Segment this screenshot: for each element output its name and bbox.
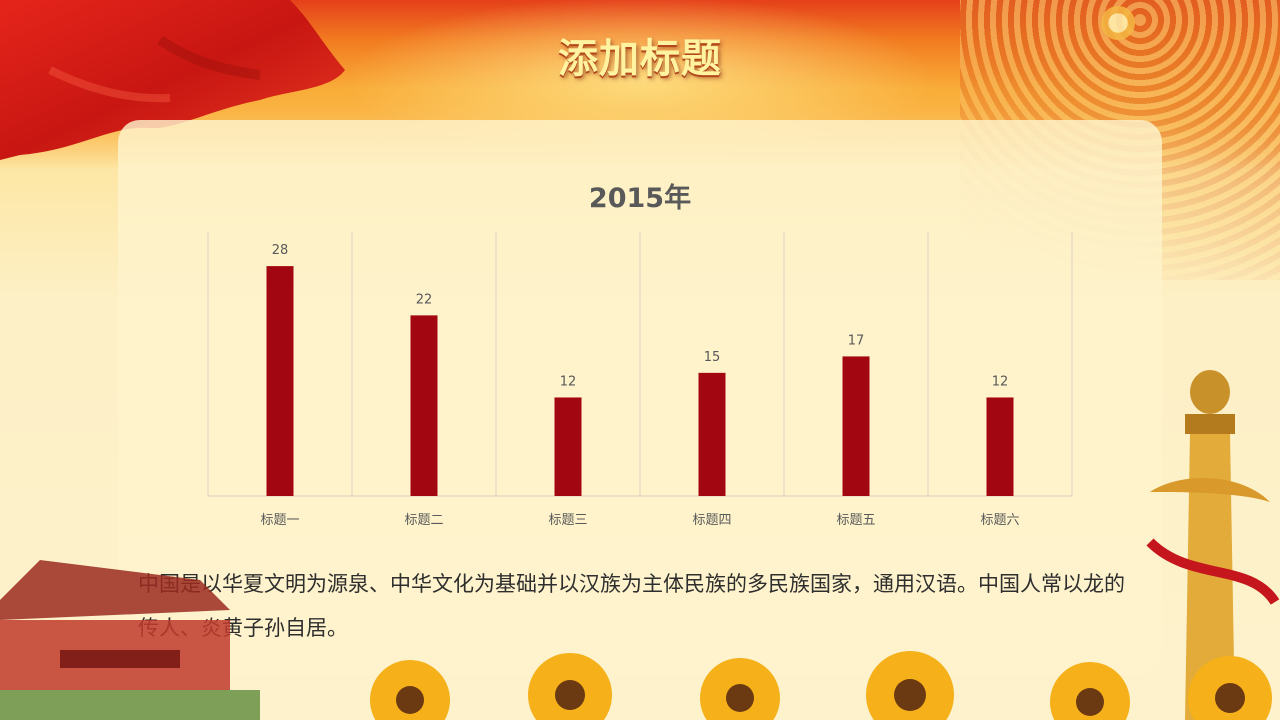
x-tick-label: 标题六 bbox=[980, 513, 1019, 528]
tiananmen-gate-decoration bbox=[0, 560, 260, 720]
data-label: 28 bbox=[272, 243, 289, 258]
chart-title: 2015年 bbox=[588, 183, 692, 214]
bar-chart: 28 标题一 22 标题二 12 标题三 15 标题四 17 标题五 12 标题六 bbox=[207, 232, 1073, 528]
bar bbox=[266, 266, 294, 496]
red-flag-decoration bbox=[0, 0, 345, 160]
bar bbox=[554, 397, 582, 496]
x-tick-label: 标题四 bbox=[692, 513, 731, 528]
ceiling-star-emblem bbox=[1101, 6, 1135, 40]
bar bbox=[842, 356, 870, 496]
data-label: 22 bbox=[416, 292, 433, 307]
x-tick-label: 标题二 bbox=[404, 513, 443, 528]
x-tick-label: 标题五 bbox=[836, 513, 875, 528]
slide-title: 添加标题 bbox=[558, 36, 722, 82]
bar bbox=[410, 315, 438, 496]
sunflowers-decoration bbox=[370, 651, 1272, 720]
x-tick-label: 标题一 bbox=[260, 513, 299, 528]
data-label: 12 bbox=[992, 374, 1009, 389]
x-tick-label: 标题三 bbox=[548, 513, 587, 528]
huabiao-pillar-decoration bbox=[1146, 370, 1280, 720]
bar bbox=[986, 397, 1014, 496]
bar bbox=[698, 372, 726, 496]
data-label: 15 bbox=[704, 350, 721, 365]
description-text: 中国是以华夏文明为源泉、中华文化为基础并以汉族为主体民族的多民族国家，通用汉语。… bbox=[138, 572, 1125, 640]
data-label: 17 bbox=[848, 333, 865, 348]
data-label: 12 bbox=[560, 374, 577, 389]
